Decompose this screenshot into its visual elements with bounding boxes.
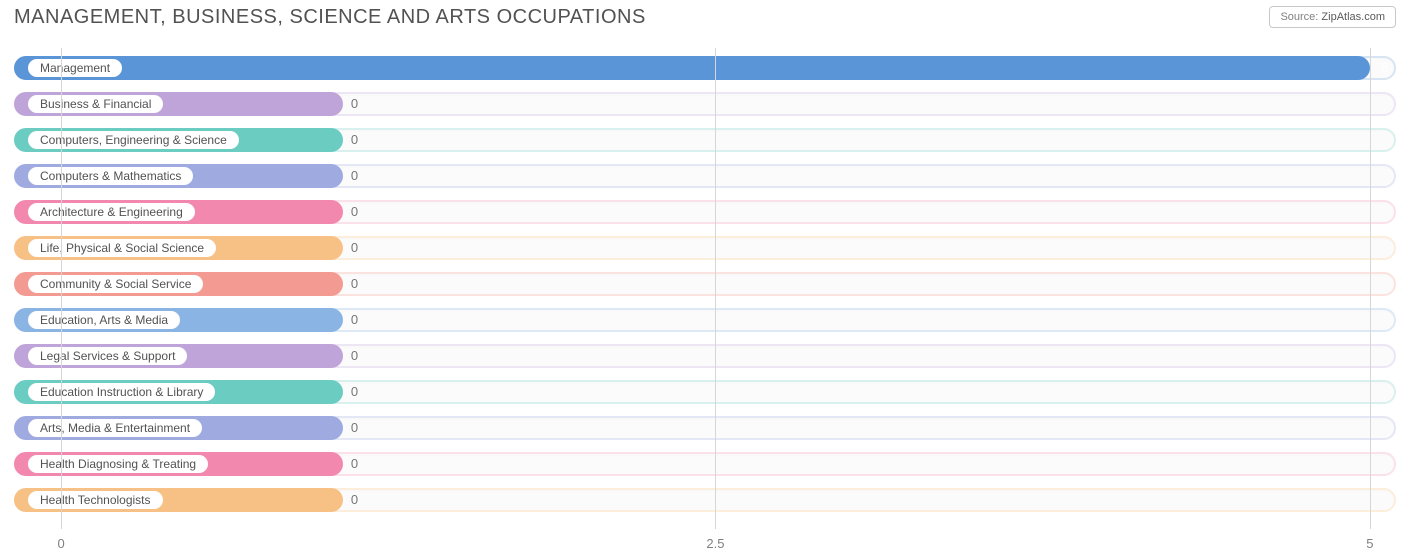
bar-row: Computers, Engineering & Science 0	[14, 128, 1396, 152]
bar-category-label: Architecture & Engineering	[28, 203, 195, 221]
bar-value-label: 0	[351, 92, 358, 116]
bar-category-label: Business & Financial	[28, 95, 163, 113]
chart-container: MANAGEMENT, BUSINESS, SCIENCE AND ARTS O…	[0, 0, 1406, 559]
bar-row: Arts, Media & Entertainment 0	[14, 416, 1396, 440]
bar-fill	[14, 56, 1370, 80]
bar-value-label: 0	[351, 236, 358, 260]
bar-category-label: Health Technologists	[28, 491, 163, 509]
bar-value-label: 0	[351, 164, 358, 188]
bar-value-label: 0	[351, 344, 358, 368]
x-tick-label: 5	[1366, 536, 1373, 551]
bar-row: Health Technologists 0	[14, 488, 1396, 512]
gridline	[1370, 48, 1371, 529]
bar-category-label: Community & Social Service	[28, 275, 203, 293]
bar-value-label: 0	[351, 308, 358, 332]
plot-area: Management5Business & Financial0Computer…	[14, 48, 1396, 529]
bar-category-label: Management	[28, 59, 122, 77]
bar-value-label: 0	[351, 128, 358, 152]
bar-row: Education, Arts & Media 0	[14, 308, 1396, 332]
bar-category-label: Education Instruction & Library	[28, 383, 215, 401]
bar-row: Management 5	[14, 56, 1396, 80]
bar-category-label: Arts, Media & Entertainment	[28, 419, 202, 437]
chart-title: MANAGEMENT, BUSINESS, SCIENCE AND ARTS O…	[14, 6, 646, 29]
bar-category-label: Health Diagnosing & Treating	[28, 455, 208, 473]
source-label: Source:	[1280, 11, 1318, 23]
bar-row: Architecture & Engineering 0	[14, 200, 1396, 224]
bar-category-label: Computers & Mathematics	[28, 167, 193, 185]
bar-value-label: 5	[1381, 56, 1388, 80]
bar-row: Health Diagnosing & Treating 0	[14, 452, 1396, 476]
bar-value-label: 0	[351, 380, 358, 404]
source-value: ZipAtlas.com	[1321, 11, 1385, 23]
bar-row: Business & Financial 0	[14, 92, 1396, 116]
bar-row: Education Instruction & Library 0	[14, 380, 1396, 404]
gridline	[715, 48, 716, 529]
bar-category-label: Life, Physical & Social Science	[28, 239, 216, 257]
bar-row: Life, Physical & Social Science 0	[14, 236, 1396, 260]
x-tick-label: 2.5	[706, 536, 724, 551]
bar-value-label: 0	[351, 416, 358, 440]
bar-value-label: 0	[351, 200, 358, 224]
bars-group: Management5Business & Financial0Computer…	[14, 56, 1396, 524]
x-tick-label: 0	[57, 536, 64, 551]
bar-value-label: 0	[351, 452, 358, 476]
bar-value-label: 0	[351, 488, 358, 512]
source-attribution: Source: ZipAtlas.com	[1269, 6, 1396, 28]
bar-category-label: Legal Services & Support	[28, 347, 187, 365]
bar-row: Legal Services & Support 0	[14, 344, 1396, 368]
bar-category-label: Computers, Engineering & Science	[28, 131, 239, 149]
gridline	[61, 48, 62, 529]
bar-row: Community & Social Service 0	[14, 272, 1396, 296]
bar-row: Computers & Mathematics 0	[14, 164, 1396, 188]
bar-category-label: Education, Arts & Media	[28, 311, 180, 329]
bar-value-label: 0	[351, 272, 358, 296]
